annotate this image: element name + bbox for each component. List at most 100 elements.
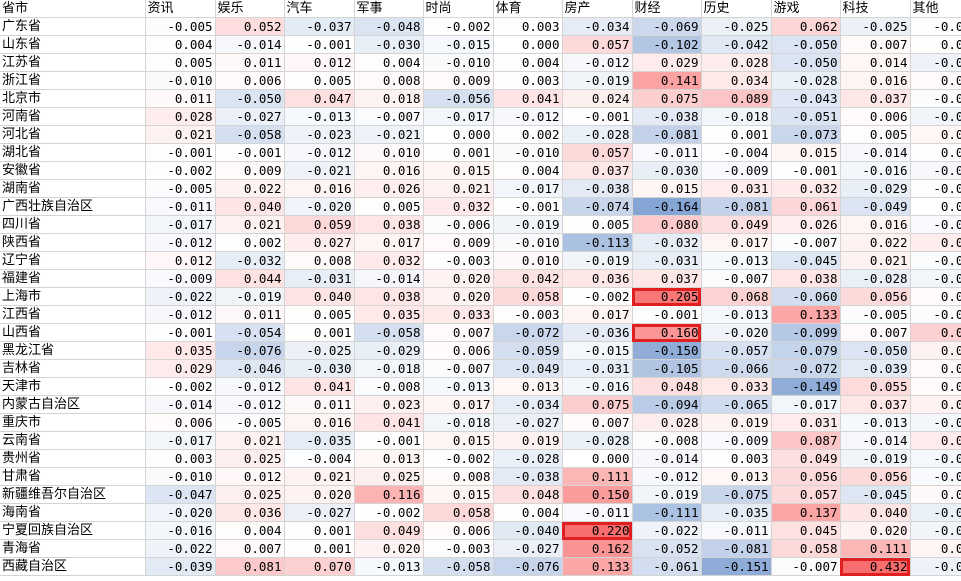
value-cell: 0.025 [215, 449, 285, 468]
value-cell: -0.009 [701, 161, 772, 180]
value-cell: -0.016 [145, 521, 216, 540]
value-cell: 0.000 [493, 35, 563, 54]
value-cell: -0.014 [910, 161, 961, 180]
value-cell: -0.150 [632, 341, 702, 360]
table-row: 江苏省 0.005 0.011 0.012 0.004 -0.010 0.004 -0.012… [0, 53, 961, 72]
value-cell: -0.036 [562, 323, 633, 342]
value-cell: 0.009 [423, 233, 494, 252]
value-cell: 0.019 [493, 431, 563, 450]
value-cell: 0.042 [493, 269, 563, 288]
table-row: 天津市 -0.002 -0.012 0.041 -0.008 -0.013 0.013 -0.… [0, 377, 961, 396]
value-cell: 0.002 [215, 233, 285, 252]
value-cell: -0.102 [632, 35, 702, 54]
value-cell: 0.001 [284, 539, 355, 558]
value-cell: -0.019 [910, 107, 961, 126]
highlighted-value-cell: 0.220 [562, 521, 633, 540]
region-cell: 四川省 [0, 215, 146, 234]
value-cell: 0.133 [562, 557, 633, 576]
value-cell: 0.008 [354, 71, 424, 90]
value-cell: -0.035 [284, 431, 355, 450]
value-cell: -0.105 [632, 359, 702, 378]
value-cell: -0.011 [701, 521, 772, 540]
region-cell: 湖南省 [0, 179, 146, 198]
value-cell: -0.025 [840, 17, 911, 36]
value-cell: -0.014 [840, 431, 911, 450]
column-header: 娱乐 [215, 0, 285, 18]
value-cell: -0.012 [215, 395, 285, 414]
value-cell: 0.027 [284, 233, 355, 252]
value-cell: 0.040 [840, 503, 911, 522]
value-cell: 0.004 [354, 53, 424, 72]
value-cell: -0.002 [423, 449, 494, 468]
value-cell: 0.049 [771, 449, 841, 468]
region-cell: 甘肃省 [0, 467, 146, 486]
value-cell: -0.001 [215, 143, 285, 162]
value-cell: -0.014 [145, 395, 216, 414]
value-cell: -0.038 [493, 467, 563, 486]
table-row: 江西省 -0.012 0.011 0.005 0.035 0.033 -0.003 0.017… [0, 305, 961, 324]
value-cell: 0.006 [423, 521, 494, 540]
value-cell: -0.040 [493, 521, 563, 540]
value-cell: -0.059 [493, 341, 563, 360]
value-cell: -0.003 [910, 17, 961, 36]
value-cell: -0.022 [910, 557, 961, 576]
value-cell: 0.062 [771, 17, 841, 36]
table-row: 河南省 0.028 -0.027 -0.013 -0.007 -0.017 -0.012 -0… [0, 107, 961, 126]
value-cell: 0.012 [145, 251, 216, 270]
value-cell: 0.016 [354, 161, 424, 180]
value-cell: 0.009 [910, 377, 961, 396]
value-cell: 0.007 [215, 539, 285, 558]
value-cell: -0.079 [771, 341, 841, 360]
table-row: 云南省 -0.017 0.021 -0.035 -0.001 0.015 0.019 -0.0… [0, 431, 961, 450]
value-cell: 0.049 [354, 521, 424, 540]
value-cell: -0.020 [284, 197, 355, 216]
value-cell: 0.116 [354, 485, 424, 504]
table-row: 福建省 -0.009 0.044 -0.031 -0.014 0.020 0.042 0.03… [0, 269, 961, 288]
value-cell: 0.004 [493, 161, 563, 180]
value-cell: 0.024 [562, 89, 633, 108]
value-cell: 0.047 [284, 89, 355, 108]
value-cell: 0.087 [771, 431, 841, 450]
value-cell: -0.020 [701, 323, 772, 342]
value-cell: -0.001 [284, 35, 355, 54]
value-cell: 0.059 [284, 215, 355, 234]
value-cell: -0.014 [840, 143, 911, 162]
value-cell: 0.022 [215, 179, 285, 198]
value-cell: 0.040 [284, 287, 355, 306]
value-cell: 0.017 [910, 539, 961, 558]
value-cell: -0.005 [215, 413, 285, 432]
value-cell: 0.016 [284, 179, 355, 198]
region-cell: 上海市 [0, 287, 146, 306]
value-cell: -0.028 [562, 431, 633, 450]
value-cell: 0.061 [771, 197, 841, 216]
table-row: 海南省 -0.020 0.036 -0.027 -0.002 0.058 0.004 -0.0… [0, 503, 961, 522]
region-cell: 陕西省 [0, 233, 146, 252]
value-cell: 0.003 [701, 449, 772, 468]
value-cell: 0.001 [910, 143, 961, 162]
value-cell: -0.028 [910, 503, 961, 522]
value-cell: 0.015 [771, 143, 841, 162]
value-cell: 0.041 [354, 413, 424, 432]
value-cell: -0.017 [145, 431, 216, 450]
value-cell: -0.002 [145, 377, 216, 396]
value-cell: -0.015 [423, 35, 494, 54]
table-row: 山东省 0.004 -0.014 -0.001 -0.030 -0.015 0.000 0.0… [0, 35, 961, 54]
value-cell: 0.006 [840, 107, 911, 126]
value-cell: 0.015 [423, 161, 494, 180]
value-cell: -0.012 [562, 53, 633, 72]
value-cell: -0.050 [215, 89, 285, 108]
table-row: 西藏自治区 -0.039 0.081 0.070 -0.013 -0.058 -0.076 0… [0, 557, 961, 576]
value-cell: -0.019 [493, 215, 563, 234]
value-cell: 0.048 [493, 485, 563, 504]
region-cell: 北京市 [0, 89, 146, 108]
value-cell: -0.017 [145, 215, 216, 234]
column-header: 军事 [354, 0, 424, 18]
value-cell: 0.003 [493, 17, 563, 36]
value-cell: -0.010 [145, 71, 216, 90]
value-cell: -0.058 [354, 323, 424, 342]
value-cell: -0.049 [840, 197, 911, 216]
value-cell: -0.014 [215, 35, 285, 54]
value-cell: -0.019 [632, 485, 702, 504]
value-cell: 0.000 [562, 449, 633, 468]
value-cell: -0.038 [632, 107, 702, 126]
